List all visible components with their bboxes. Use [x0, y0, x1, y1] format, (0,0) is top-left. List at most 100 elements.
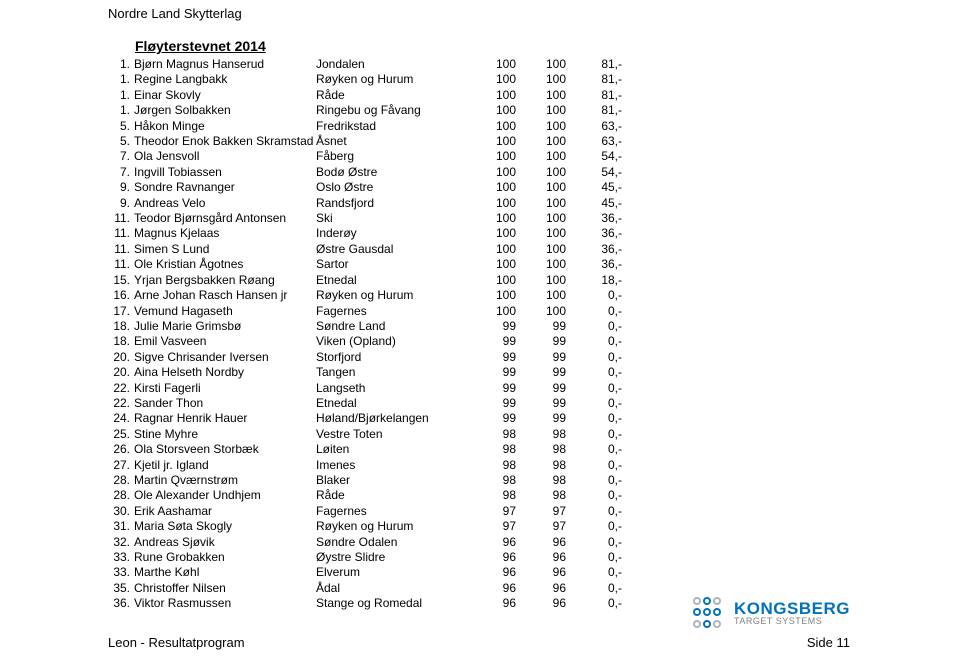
footer-program-name: Leon - Resultatprogram: [108, 635, 245, 650]
club-cell: Fredrikstad: [316, 119, 466, 134]
club-cell: Blaker: [316, 473, 466, 488]
score2-cell: 100: [516, 149, 566, 164]
score1-cell: 99: [466, 319, 516, 334]
score3-cell: 0,-: [566, 442, 622, 457]
table-row: 20.Sigve Chrisander IversenStorfjord9999…: [108, 350, 622, 365]
club-cell: Ringebu og Fåvang: [316, 103, 466, 118]
score1-cell: 96: [466, 550, 516, 565]
score2-cell: 98: [516, 458, 566, 473]
name-cell: Ragnar Henrik Hauer: [134, 411, 316, 426]
table-row: 20.Aina Helseth NordbyTangen99990,-: [108, 365, 622, 380]
score3-cell: 45,-: [566, 196, 622, 211]
sponsor-logo: KONGSBERG TARGET SYSTEMS: [692, 596, 850, 630]
score1-cell: 100: [466, 211, 516, 226]
score3-cell: 36,-: [566, 226, 622, 241]
club-cell: Østre Gausdal: [316, 242, 466, 257]
name-cell: Arne Johan Rasch Hansen jr: [134, 288, 316, 303]
rank-cell: 26.: [108, 442, 134, 457]
rank-cell: 16.: [108, 288, 134, 303]
name-cell: Martin Qværnstrøm: [134, 473, 316, 488]
rank-cell: 30.: [108, 504, 134, 519]
logo-mark-icon: [692, 596, 726, 630]
score2-cell: 100: [516, 288, 566, 303]
rank-cell: 17.: [108, 304, 134, 319]
score3-cell: 0,-: [566, 550, 622, 565]
table-row: 31.Maria Søta SkoglyRøyken og Hurum97970…: [108, 519, 622, 534]
score1-cell: 100: [466, 72, 516, 87]
rank-cell: 11.: [108, 226, 134, 241]
club-cell: Åsnet: [316, 134, 466, 149]
name-cell: Aina Helseth Nordby: [134, 365, 316, 380]
score1-cell: 96: [466, 581, 516, 596]
score1-cell: 99: [466, 411, 516, 426]
score1-cell: 100: [466, 134, 516, 149]
results-table: 1.Bjørn Magnus HanserudJondalen10010081,…: [108, 57, 622, 612]
club-cell: Randsfjord: [316, 196, 466, 211]
rank-cell: 1.: [108, 88, 134, 103]
score3-cell: 0,-: [566, 319, 622, 334]
score1-cell: 98: [466, 427, 516, 442]
score1-cell: 98: [466, 488, 516, 503]
score2-cell: 96: [516, 581, 566, 596]
rank-cell: 28.: [108, 488, 134, 503]
table-row: 25.Stine MyhreVestre Toten98980,-: [108, 427, 622, 442]
table-row: 32.Andreas SjøvikSøndre Odalen96960,-: [108, 535, 622, 550]
name-cell: Ingvill Tobiassen: [134, 165, 316, 180]
rank-cell: 11.: [108, 242, 134, 257]
table-row: 28.Martin QværnstrømBlaker98980,-: [108, 473, 622, 488]
club-cell: Røyken og Hurum: [316, 288, 466, 303]
score1-cell: 99: [466, 381, 516, 396]
name-cell: Kirsti Fagerli: [134, 381, 316, 396]
table-row: 18.Emil VasveenViken (Opland)99990,-: [108, 334, 622, 349]
table-row: 15.Yrjan Bergsbakken RøangEtnedal1001001…: [108, 273, 622, 288]
score3-cell: 36,-: [566, 242, 622, 257]
name-cell: Andreas Velo: [134, 196, 316, 211]
score3-cell: 36,-: [566, 211, 622, 226]
score1-cell: 96: [466, 596, 516, 611]
rank-cell: 1.: [108, 72, 134, 87]
score1-cell: 99: [466, 396, 516, 411]
name-cell: Magnus Kjelaas: [134, 226, 316, 241]
score3-cell: 0,-: [566, 504, 622, 519]
score1-cell: 100: [466, 273, 516, 288]
score1-cell: 100: [466, 196, 516, 211]
score2-cell: 98: [516, 473, 566, 488]
logo-dot-icon: [703, 597, 711, 605]
rank-cell: 15.: [108, 273, 134, 288]
score3-cell: 36,-: [566, 257, 622, 272]
table-row: 22.Kirsti FagerliLangseth99990,-: [108, 381, 622, 396]
rank-cell: 22.: [108, 396, 134, 411]
club-cell: Høland/Bjørkelangen: [316, 411, 466, 426]
club-cell: Etnedal: [316, 396, 466, 411]
rank-cell: 31.: [108, 519, 134, 534]
score3-cell: 0,-: [566, 596, 622, 611]
score3-cell: 45,-: [566, 180, 622, 195]
score1-cell: 96: [466, 535, 516, 550]
name-cell: Stine Myhre: [134, 427, 316, 442]
score2-cell: 100: [516, 119, 566, 134]
score1-cell: 98: [466, 442, 516, 457]
club-cell: Øystre Slidre: [316, 550, 466, 565]
rank-cell: 1.: [108, 103, 134, 118]
rank-cell: 33.: [108, 550, 134, 565]
club-cell: Tangen: [316, 365, 466, 380]
score3-cell: 0,-: [566, 365, 622, 380]
rank-cell: 11.: [108, 257, 134, 272]
score3-cell: 0,-: [566, 565, 622, 580]
club-cell: Fagernes: [316, 504, 466, 519]
name-cell: Einar Skovly: [134, 88, 316, 103]
score1-cell: 100: [466, 57, 516, 72]
score3-cell: 54,-: [566, 149, 622, 164]
name-cell: Bjørn Magnus Hanserud: [134, 57, 316, 72]
club-cell: Vestre Toten: [316, 427, 466, 442]
rank-cell: 27.: [108, 458, 134, 473]
score1-cell: 97: [466, 519, 516, 534]
table-row: 33.Rune GrobakkenØystre Slidre96960,-: [108, 550, 622, 565]
table-row: 5.Håkon MingeFredrikstad10010063,-: [108, 119, 622, 134]
score3-cell: 0,-: [566, 519, 622, 534]
footer-page-number: Side 11: [807, 635, 850, 650]
score2-cell: 98: [516, 442, 566, 457]
club-cell: Bodø Østre: [316, 165, 466, 180]
score1-cell: 100: [466, 180, 516, 195]
score3-cell: 0,-: [566, 396, 622, 411]
